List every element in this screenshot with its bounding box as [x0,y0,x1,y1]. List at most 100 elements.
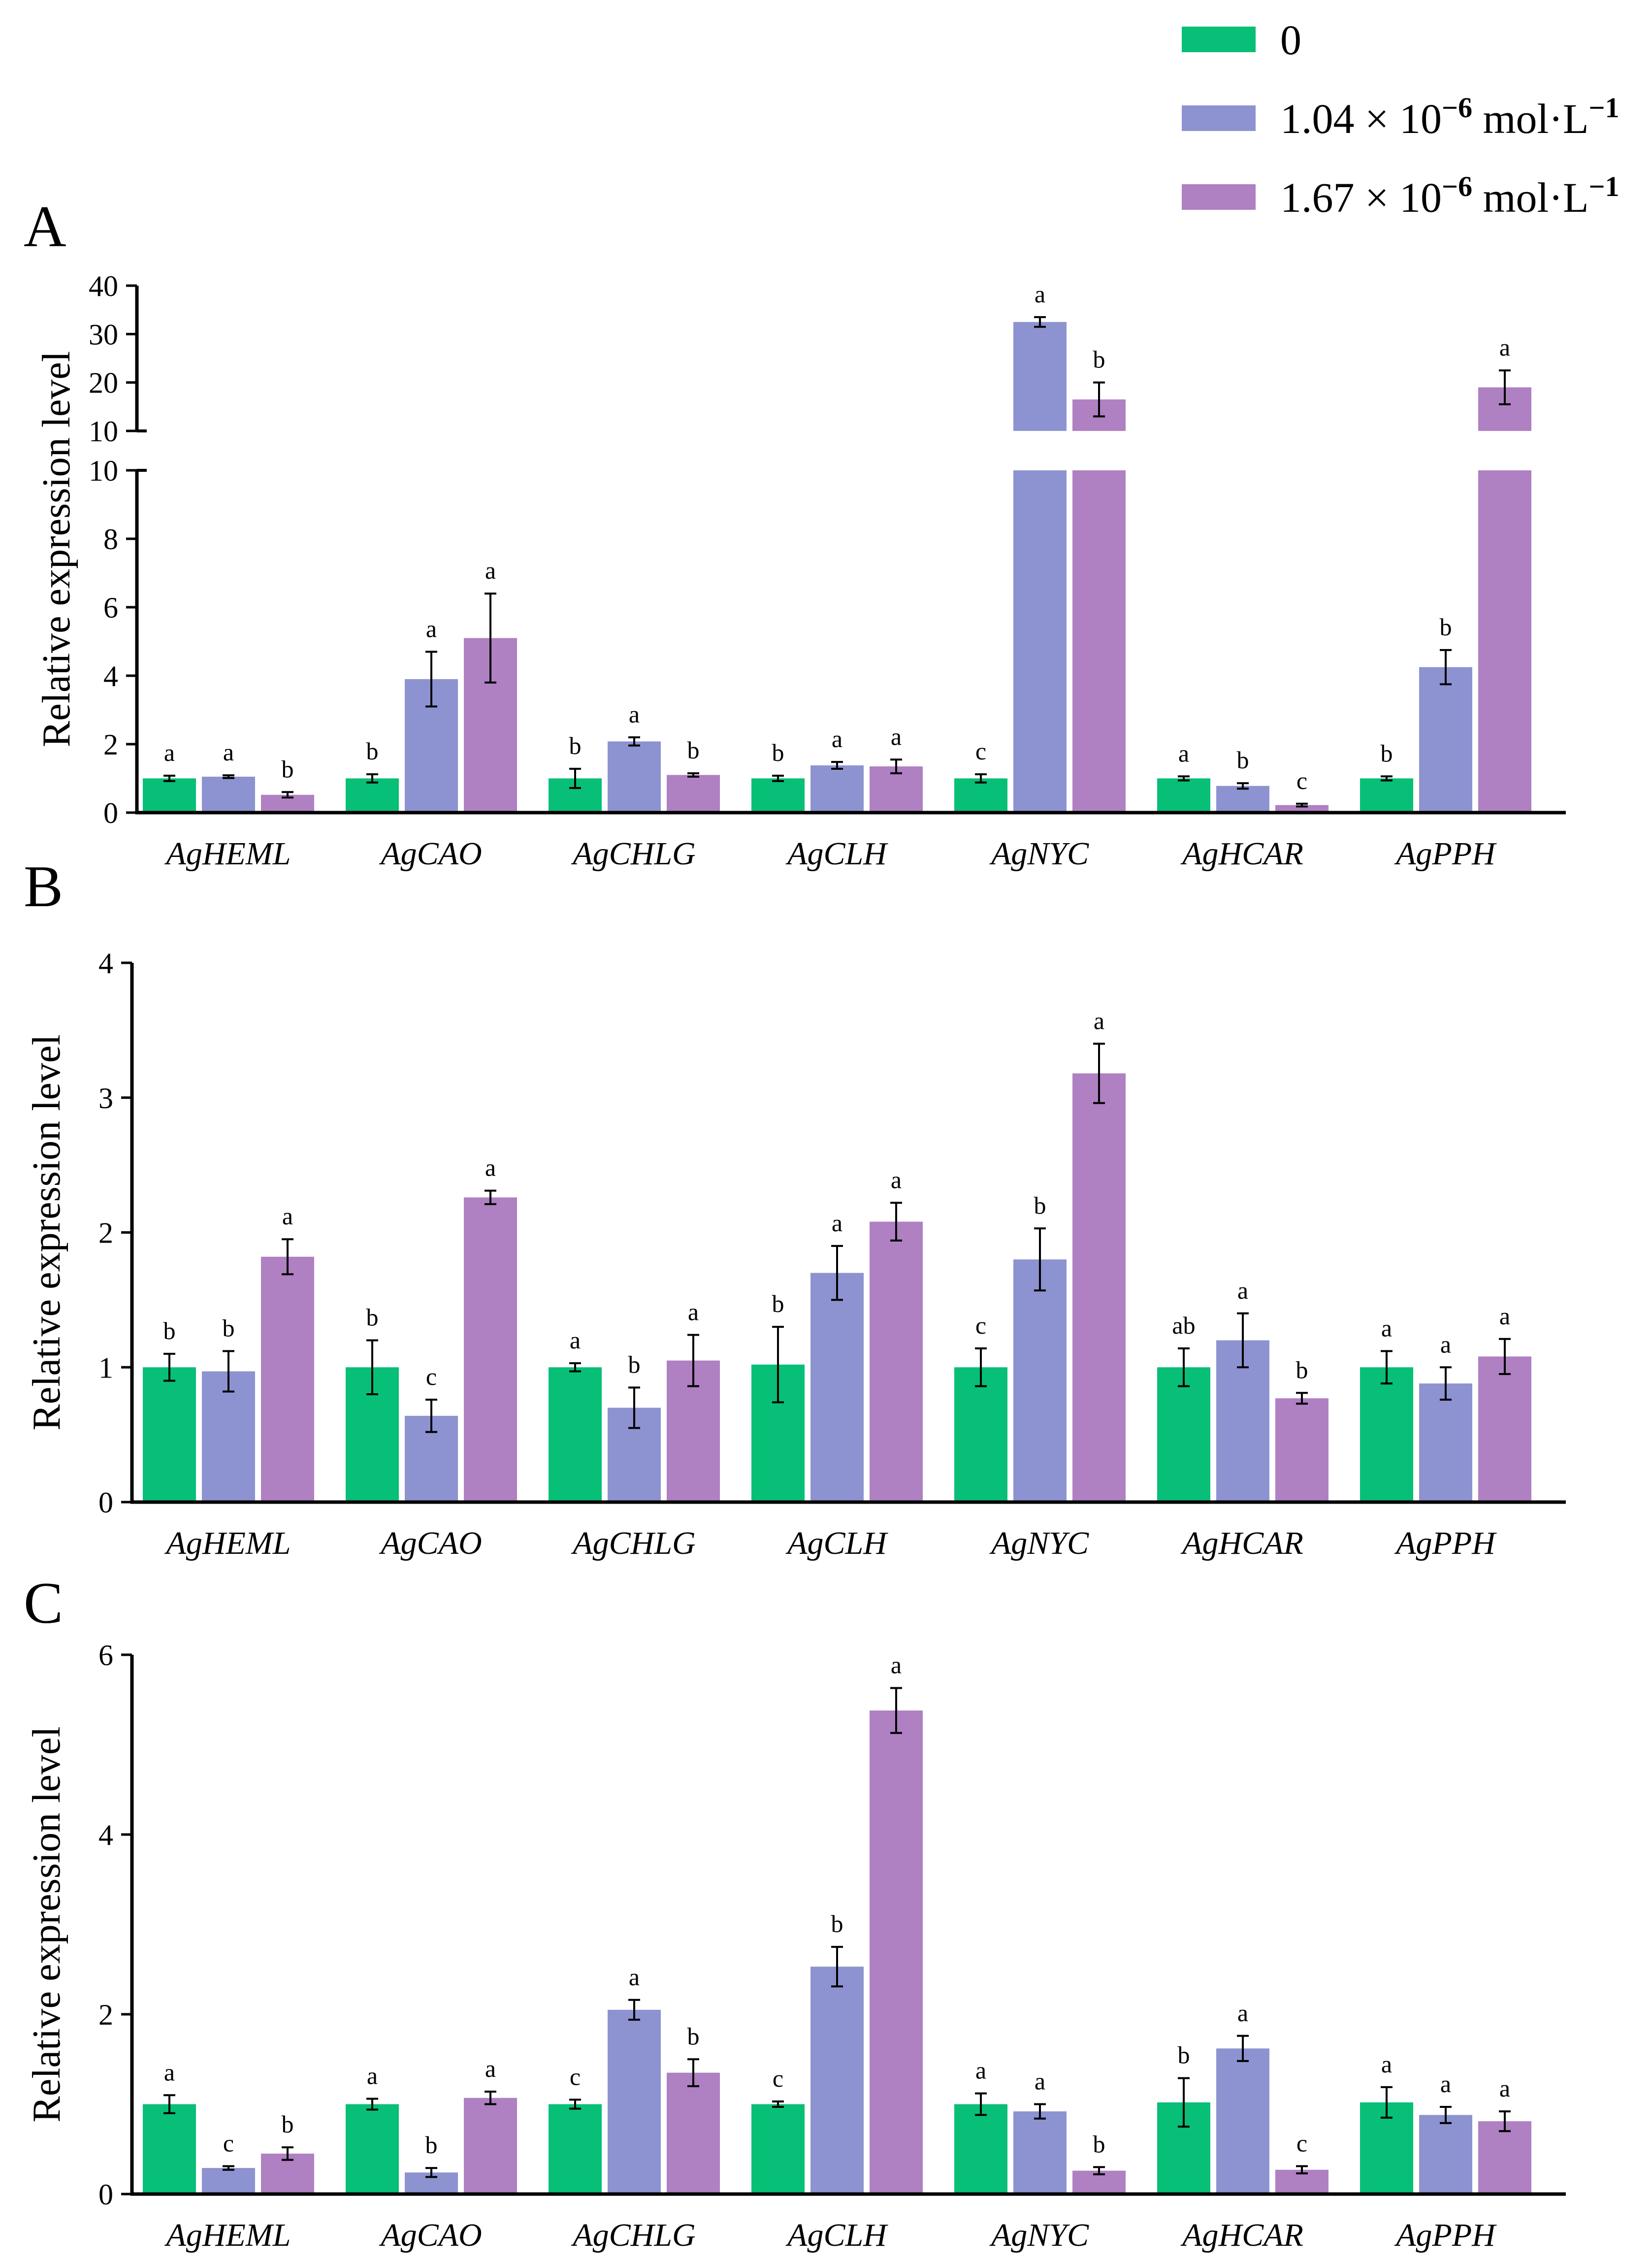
sig-letter-agcao-low: c [426,1363,437,1390]
sig-letter-agnyc-control: a [975,2057,986,2084]
category-label-agpph: AgPPH [1394,2217,1497,2253]
legend-label-control: 0 [1280,16,1301,64]
category-label-agcao: AgCAO [379,2217,482,2253]
bar-agnyc-control [954,1367,1007,1502]
y-tick-label: 3 [98,1082,113,1115]
sig-letter-agchlg-high: b [687,736,700,764]
category-label-aghcar: AgHCAR [1180,836,1303,872]
bar-agchlg-low [608,741,661,813]
sig-letter-agpph-high: a [1499,1302,1510,1330]
category-label-agheml: AgHEML [164,836,291,872]
bar-agchlg-control [549,2104,602,2194]
legend-label-part: −1 [1589,92,1620,124]
category-label-agclh: AgCLH [785,836,888,872]
bar-agclh-low [810,1967,864,2194]
bar-aghcar-high [1275,1398,1328,1502]
bar-agcao-high [464,2098,517,2194]
sig-letter-agclh-control: c [773,2065,783,2092]
sig-letter-aghcar-low: a [1237,1999,1248,2027]
sig-letter-agheml-high: b [282,755,294,783]
sig-letter-aghcar-control: a [1178,739,1189,767]
sig-letter-agchlg-control: c [570,2063,581,2090]
bar-agnyc-control [954,2104,1007,2194]
bar-agpph-low [1419,1383,1472,1502]
category-label-agchlg: AgCHLG [571,1525,695,1561]
sig-letter-agchlg-high: b [687,2022,700,2050]
bar-agnyc-low [1013,1259,1067,1502]
bar-agpph-low [1419,667,1472,813]
bar-aghcar-low [1216,2048,1269,2194]
category-label-aghcar: AgHCAR [1180,1525,1303,1561]
category-label-agpph: AgPPH [1394,836,1497,872]
sig-letter-agclh-high: a [891,1166,902,1193]
bar-agclh-low [810,1273,864,1502]
bar-agcao-control [346,778,399,813]
sig-letter-agcao-low: a [426,615,437,642]
bar-agheml-control [143,778,196,813]
sig-letter-agnyc-high: a [1094,1007,1104,1034]
sig-letter-agcao-control: a [367,2062,378,2090]
panel-a-chart: Aa a b AgHEML b a a AgCAO b a b AgCHLG b a a AgCLH c a b Ag… [24,194,1566,872]
category-label-agnyc: AgNYC [989,836,1089,872]
bar-agpph-control [1360,1367,1413,1502]
bar-agnyc-low [1013,470,1067,813]
category-label-aghcar: AgHCAR [1180,2217,1303,2253]
sig-letter-agnyc-low: a [1035,2067,1045,2095]
bar-agpph-low [1419,2115,1472,2194]
legend-swatch-low [1182,105,1256,131]
bar-agheml-low [202,1371,255,1502]
legend-label-part: 1.04 × 10 [1280,95,1442,142]
bar-agheml-low [202,777,255,813]
bar-agheml-control [143,2104,196,2194]
y-tick-label: 0 [98,2178,113,2211]
category-label-agcao: AgCAO [379,1525,482,1561]
y-tick-label: 1 [98,1351,113,1384]
category-label-agcao: AgCAO [379,836,482,872]
sig-letter-agclh-low: a [832,725,842,753]
sig-letter-agheml-high: b [282,2110,294,2138]
bar-aghcar-control [1157,1367,1210,1502]
panel-letter-b: B [24,853,63,919]
bar-upper-agnyc-low [1013,322,1067,431]
bar-agchlg-high [667,775,720,813]
sig-letter-agheml-control: a [164,739,175,766]
sig-letter-agnyc-high: b [1093,346,1105,373]
bar-aghcar-high [1275,805,1328,813]
sig-letter-agpph-high: a [1499,2074,1510,2102]
sig-letter-agheml-control: b [163,1317,176,1345]
bar-agnyc-high [1072,470,1126,813]
sig-letter-aghcar-high: c [1296,767,1307,794]
bar-agnyc-control [954,778,1007,813]
bar-agpph-high [1478,2121,1531,2194]
y-tick-label: 6 [98,1639,113,1672]
sig-letter-aghcar-low: b [1237,746,1249,774]
sig-letter-agheml-low: c [223,2129,234,2157]
bar-agcao-high [464,1197,517,1502]
panel-letter-c: C [24,1570,63,1636]
sig-letter-agcao-low: b [425,2131,438,2159]
sig-letter-agchlg-low: b [628,1350,641,1378]
legend-label-part: mol·L [1472,174,1588,221]
sig-letter-agheml-high: a [282,1202,293,1230]
sig-letter-agchlg-low: a [629,700,640,728]
bar-aghcar-low [1216,786,1269,813]
bar-agpph-high [1478,1356,1531,1502]
sig-letter-agcao-control: b [366,1304,379,1331]
sig-letter-agchlg-high: a [688,1298,699,1326]
category-label-agheml: AgHEML [164,2217,291,2253]
legend-label-low: 1.04 × 10−6 mol·L−1 [1280,92,1620,142]
bar-agchlg-low [608,2009,661,2194]
sig-letter-agclh-low: b [831,1910,843,1937]
sig-letter-agchlg-control: a [570,1326,581,1354]
category-label-agclh: AgCLH [785,2217,888,2253]
y-tick-label: 2 [98,1217,113,1249]
y-tick-label: 40 [89,270,118,302]
sig-letter-agcao-high: a [485,1154,496,1181]
y-tick-label: 4 [98,947,113,980]
bar-agpph-control [1360,778,1413,813]
bar-agclh-low [810,765,864,813]
category-label-agnyc: AgNYC [989,2217,1089,2253]
sig-letter-agpph-high: a [1499,333,1510,361]
category-label-agclh: AgCLH [785,1525,888,1561]
sig-letter-agpph-control: a [1381,2050,1392,2078]
